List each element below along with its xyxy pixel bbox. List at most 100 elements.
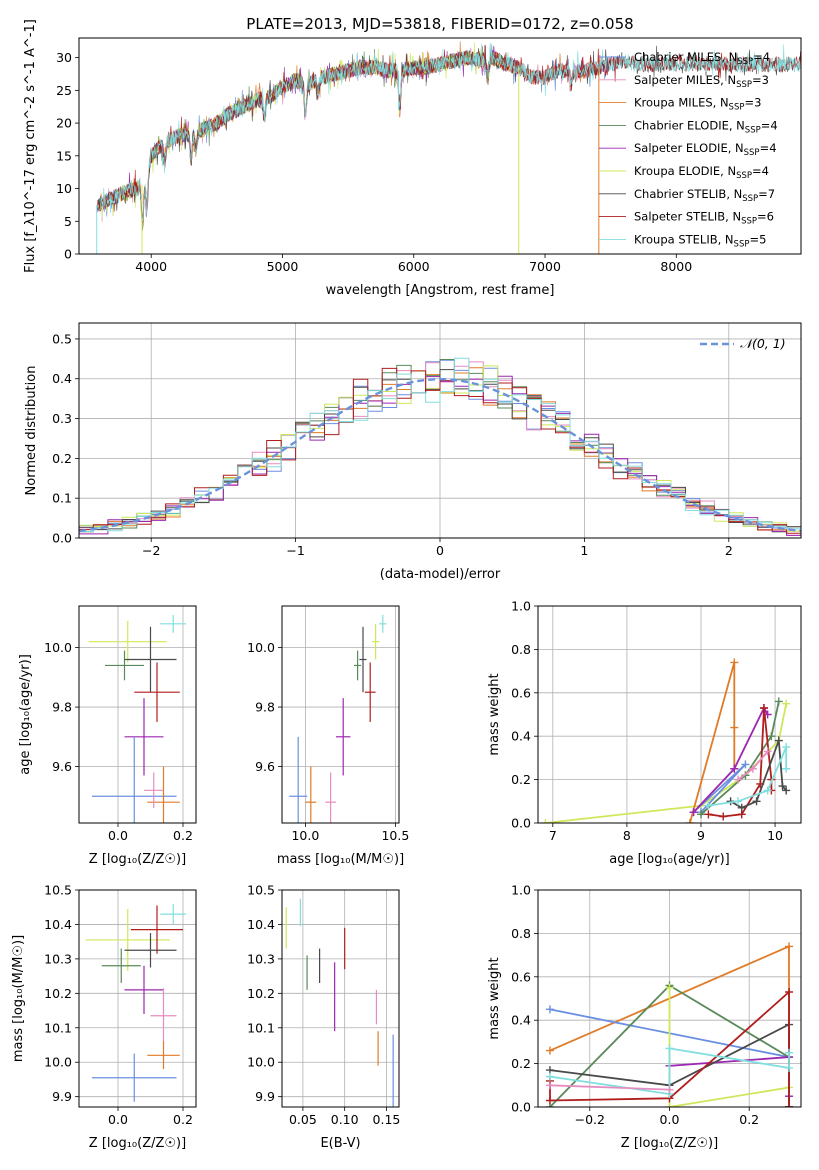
mass-weight-series (692, 706, 769, 813)
error-bar-point (124, 626, 177, 693)
legend-entry: Kroupa STELIB, NSSP=5 (634, 232, 766, 249)
error-bar-point (325, 772, 336, 823)
mass-weight-marker (778, 782, 787, 791)
mass-weight-marker (763, 786, 772, 795)
legend-entry: Chabrier ELODIE, NSSP=4 (634, 118, 778, 135)
y-tick-label: 10.5 (247, 883, 275, 898)
y-tick-label: 0.2 (511, 772, 531, 787)
y-tick-label: 0.5 (52, 331, 72, 346)
error-bar-point (160, 903, 187, 925)
axes-frame (281, 889, 400, 1108)
y-tick-label: 10.3 (247, 951, 275, 966)
mass-weight-marker (774, 736, 783, 745)
error-bar-point (379, 614, 387, 633)
legend-entry: Salpeter STELIB, NSSP=6 (634, 210, 774, 227)
mass-weight-marker (782, 764, 791, 773)
error-bar-point (354, 650, 362, 681)
x-tick-label: 10.0 (291, 828, 319, 843)
mass-weight-marker (545, 1096, 554, 1105)
x-tick-label: 0.15 (373, 1112, 401, 1127)
y-axis-label: mass weight (487, 957, 502, 1039)
y-tick-label: 10.4 (247, 917, 275, 932)
x-tick-label: −2 (142, 543, 160, 558)
legend-subscript: SSP (745, 125, 761, 135)
y-tick-label: 1.0 (511, 883, 531, 898)
mass-weight-marker (767, 732, 776, 741)
y-tick-label: 10.0 (44, 1055, 72, 1070)
x-tick-label: 5000 (267, 259, 299, 274)
axes-frame (537, 889, 802, 1108)
legend-entry: Kroupa ELODIE, NSSP=4 (634, 164, 769, 181)
error-bar-point (92, 1053, 177, 1102)
mass-weight-marker (782, 699, 791, 708)
y-tick-label: 0.4 (511, 729, 531, 744)
legend-entry: Salpeter MILES, NSSP=3 (634, 73, 769, 90)
y-tick-label: 0.8 (511, 642, 531, 657)
legend-subscript: SSP (742, 194, 758, 204)
figure-title: PLATE=2013, MJD=53818, FIBERID=0172, z=0… (246, 15, 633, 33)
error-bar-point (124, 965, 164, 1014)
normal-reference-curve (79, 377, 801, 533)
mass-weight-series (700, 701, 780, 815)
error-bar-point (105, 650, 144, 681)
error-bar-point (336, 698, 351, 776)
mass-weight-marker (785, 987, 794, 996)
x-axis-label: (data-model)/error (380, 567, 501, 582)
mass-weight-marker (541, 819, 550, 823)
error-bar-point (144, 772, 164, 809)
error-bar-point (289, 736, 308, 823)
x-axis-label: age [log₁₀(age/yr)] (609, 852, 730, 867)
x-tick-label: 0.05 (289, 1112, 317, 1127)
y-tick-label: 0.4 (511, 1013, 531, 1028)
legend-count: =4 (760, 141, 777, 155)
spectrum-line (97, 43, 801, 222)
y-tick-label: 9.9 (52, 1089, 72, 1104)
mass-weight-marker (741, 760, 750, 769)
mass-weight-marker (545, 1046, 554, 1055)
error-bar-point (88, 620, 167, 663)
mass-weight-marker (730, 723, 739, 732)
error-bar-point (305, 766, 317, 823)
error-bar-point (150, 988, 177, 1044)
mass-vs-metallicity-panel: 0.0 0.2 9.9 10.0 10.1 10.2 10.3 10.4 10.5 Z [log₁… (11, 883, 197, 1151)
error-bars (85, 903, 187, 1102)
y-tick-label: 0.2 (511, 1056, 531, 1071)
x-axis-label: E(B-V) (320, 1136, 360, 1151)
y-tick-label: 10.0 (44, 640, 72, 655)
mass-weight-marker (748, 764, 757, 773)
mass-weight-lines (541, 658, 791, 823)
axes-frame (537, 605, 802, 824)
y-tick-label: 20 (56, 116, 72, 131)
error-bar-point (147, 766, 180, 823)
legend-entry: Salpeter ELODIE, NSSP=4 (634, 141, 777, 158)
error-bar-point (147, 1041, 180, 1070)
y-tick-label: 10.0 (247, 1055, 275, 1070)
axes-frame (78, 37, 802, 255)
x-tick-label: 0.2 (173, 1112, 193, 1127)
y-tick-label: 0.1 (52, 491, 72, 506)
legend-subscript: SSP (741, 217, 757, 227)
mass-weight-marker (685, 819, 694, 823)
error-bars (289, 614, 387, 823)
x-tick-label: 10 (767, 828, 783, 843)
legend-label: Salpeter STELIB, N (634, 210, 741, 224)
x-tick-label: 7000 (529, 259, 561, 274)
y-tick-label: 30 (56, 50, 72, 65)
mass-weight-marker (665, 1044, 674, 1053)
x-tick-label: 8 (623, 828, 631, 843)
y-tick-label: 9.6 (255, 759, 275, 774)
error-bar-point (124, 698, 164, 776)
mass-weight-marker (752, 797, 761, 806)
legend-subscript: SSP (737, 57, 753, 67)
legend-label: Salpeter ELODIE, N (634, 141, 744, 155)
legend-label: Kroupa MILES, N (634, 96, 729, 110)
x-tick-label: 0 (436, 543, 444, 558)
y-tick-label: 0.0 (52, 531, 72, 546)
y-tick-label: 10.1 (247, 1020, 275, 1035)
y-tick-label: 0.4 (52, 371, 72, 386)
y-tick-label: 0.0 (511, 1100, 531, 1115)
mass-weight-marker (774, 697, 783, 706)
x-axis-label: Z [log₁₀(Z/Z☉)] (89, 1136, 186, 1151)
mass-weight-marker (665, 1103, 674, 1107)
